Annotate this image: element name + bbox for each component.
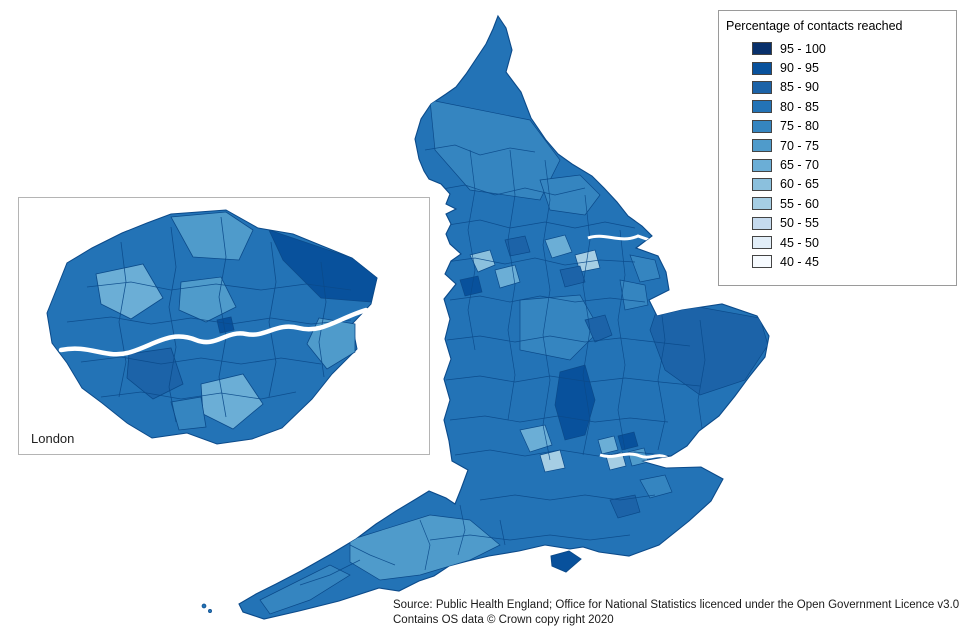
thames-line [599, 452, 669, 460]
legend-swatch [752, 216, 772, 230]
region-patch [584, 314, 613, 343]
legend-swatch [752, 42, 772, 56]
legend-item: 95 - 100 [752, 39, 956, 58]
region-patch [459, 275, 483, 297]
region-patch [539, 174, 601, 216]
region-patch [597, 435, 619, 455]
borough-boundaries [66, 216, 352, 423]
legend-label: 50 - 55 [780, 216, 819, 231]
england-landmass [238, 14, 770, 620]
legend-label: 75 - 80 [780, 119, 819, 134]
legend-item: 65 - 70 [752, 155, 956, 174]
england-outline [238, 14, 770, 620]
borough-patch [95, 263, 164, 320]
legend-swatch [752, 100, 772, 114]
region-patch [539, 449, 566, 473]
source-line-1: Source: Public Health England; Office fo… [393, 599, 960, 611]
region-patch [494, 264, 521, 289]
region-patches [259, 99, 769, 615]
legend-item: 40 - 45 [752, 252, 956, 271]
borough-patch [306, 317, 356, 370]
humber-estuary [587, 234, 656, 244]
region-patch [609, 494, 641, 519]
legend-item: 90 - 95 [752, 58, 956, 77]
region-patch [559, 265, 586, 288]
region-patch [619, 279, 649, 311]
legend-label: 65 - 70 [780, 158, 819, 173]
london-boroughs [46, 209, 378, 445]
scilly-isles [201, 603, 212, 613]
legend-item: 45 - 50 [752, 233, 956, 252]
region-patch [639, 474, 673, 499]
isle-of-wight [550, 550, 582, 573]
region-patch [629, 254, 661, 283]
region-patch [544, 234, 573, 259]
legend-label: 95 - 100 [780, 41, 826, 56]
legend-label: 80 - 85 [780, 99, 819, 114]
legend-swatch [752, 236, 772, 250]
region-patch [617, 431, 639, 451]
legend-item: 55 - 60 [752, 194, 956, 213]
legend: Percentage of contacts reached 95 - 100 … [718, 10, 957, 286]
source-attribution: Source: Public Health England; Office fo… [393, 598, 959, 628]
legend-swatch [752, 61, 772, 75]
region-patch [504, 235, 531, 257]
legend-swatch [752, 177, 772, 191]
borough-patch [216, 316, 235, 334]
legend-item: 75 - 80 [752, 117, 956, 136]
legend-swatch [752, 80, 772, 94]
region-patch [429, 99, 561, 201]
legend-item: 85 - 90 [752, 78, 956, 97]
legend-swatch [752, 158, 772, 172]
borough-patch [268, 229, 378, 303]
legend-swatch [752, 139, 772, 153]
london-label: London [31, 431, 75, 446]
london-inset-map [46, 209, 378, 445]
isle-of-wight-shape [550, 550, 582, 573]
borough-patch [170, 211, 254, 261]
boundary-lines [299, 144, 706, 586]
legend-item: 60 - 65 [752, 175, 956, 194]
legend-swatch [752, 197, 772, 211]
borough-patch [170, 396, 207, 431]
legend-label: 85 - 90 [780, 80, 819, 95]
legend-label: 90 - 95 [780, 61, 819, 76]
legend-label: 45 - 50 [780, 235, 819, 250]
legend-label: 60 - 65 [780, 177, 819, 192]
legend-label: 40 - 45 [780, 254, 819, 269]
legend-label: 70 - 75 [780, 138, 819, 153]
thames-inset-line [58, 307, 369, 357]
region-patch [349, 514, 501, 581]
london-inset: London [18, 197, 430, 455]
legend-item: 50 - 55 [752, 214, 956, 233]
legend-label: 55 - 60 [780, 196, 819, 211]
legend-rows: 95 - 100 90 - 95 85 - 90 80 - 85 75 - 80… [726, 39, 956, 272]
legend-swatch [752, 119, 772, 133]
region-patch [259, 564, 351, 615]
region-patch [519, 294, 601, 361]
region-patch [469, 249, 496, 273]
source-line-2: Contains OS data © Crown copy right 2020 [393, 614, 614, 626]
region-patch [554, 364, 596, 441]
borough-patches [95, 211, 378, 431]
legend-item: 70 - 75 [752, 136, 956, 155]
legend-title: Percentage of contacts reached [726, 19, 903, 33]
legend-item: 80 - 85 [752, 97, 956, 116]
legend-swatch [752, 255, 772, 269]
